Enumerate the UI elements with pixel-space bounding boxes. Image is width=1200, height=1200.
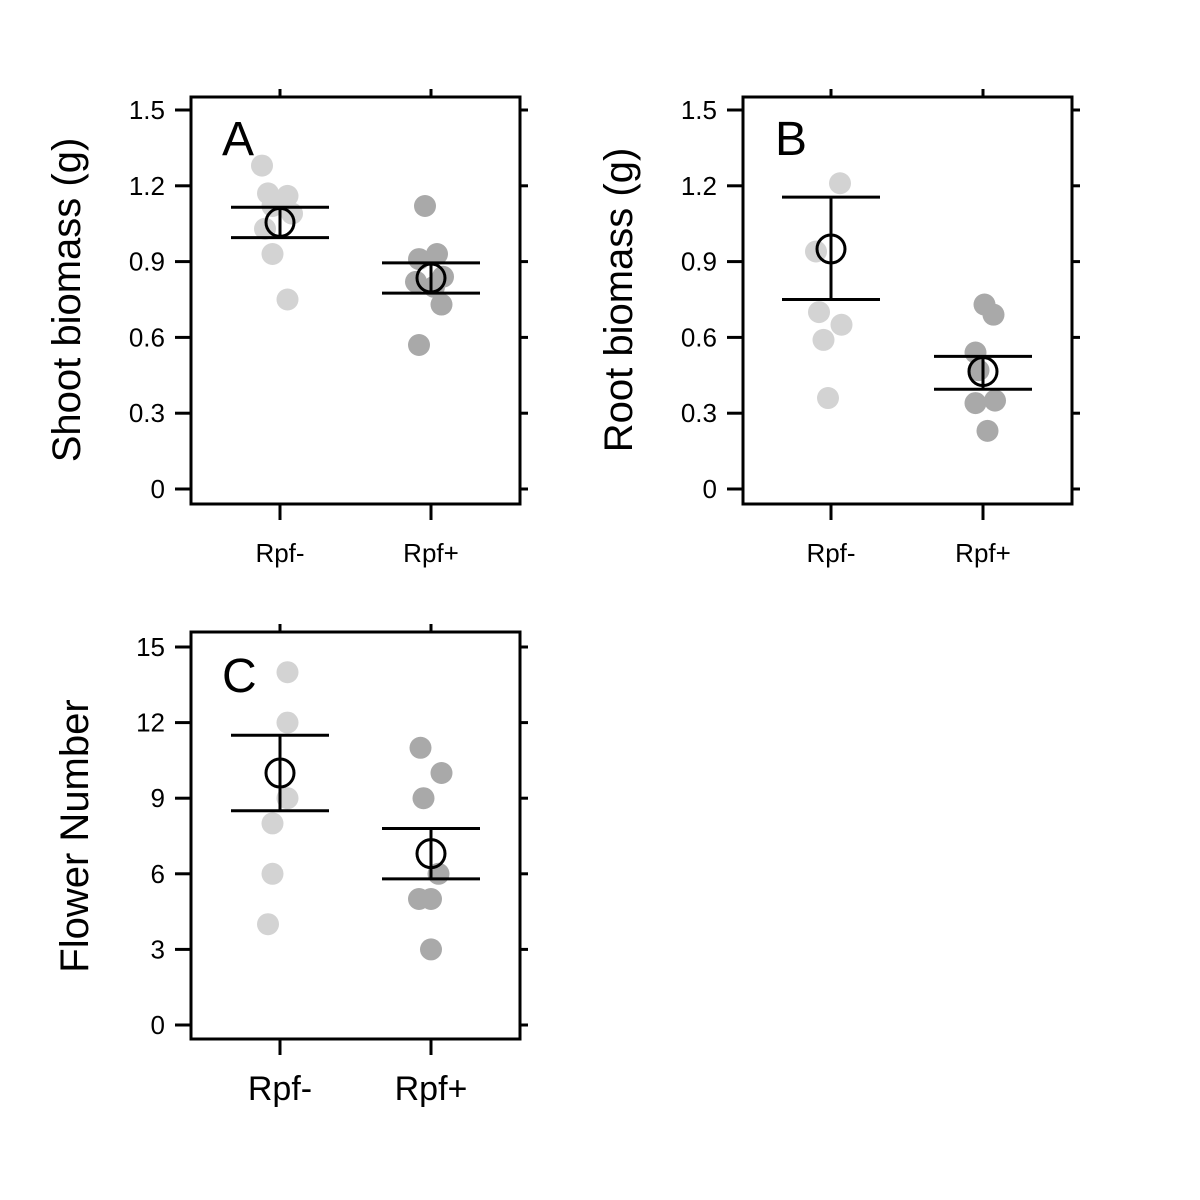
y-tick-label: 0 bbox=[151, 1010, 165, 1040]
panel-a-letter: A bbox=[222, 113, 254, 166]
mean-marker bbox=[264, 757, 296, 789]
panel-c-xtick-label-rpf-minus: Rpf- bbox=[248, 1070, 312, 1108]
data-point bbox=[817, 387, 839, 410]
y-tick-label: 0.3 bbox=[129, 398, 165, 428]
mean-marker bbox=[264, 206, 296, 238]
mean-marker bbox=[815, 233, 847, 265]
data-point bbox=[408, 248, 430, 271]
data-point bbox=[829, 172, 851, 195]
panel-c-ticks: 0 3 6 9 12 15 bbox=[136, 624, 528, 1055]
panel-a-frame bbox=[189, 95, 522, 506]
y-tick-label: 15 bbox=[136, 632, 165, 662]
data-point bbox=[420, 888, 442, 910]
panel-b-xtick-label-rpf-plus: Rpf+ bbox=[955, 538, 1011, 568]
y-tick-label: 1.5 bbox=[681, 95, 717, 125]
y-tick-label: 0.6 bbox=[681, 322, 717, 352]
data-point bbox=[430, 762, 453, 784]
data-point bbox=[276, 711, 299, 734]
data-point bbox=[261, 812, 284, 835]
data-point bbox=[409, 736, 432, 759]
panel-a-xtick-label-rpf-plus: Rpf+ bbox=[403, 538, 459, 568]
y-tick-label: 6 bbox=[151, 859, 165, 889]
y-tick-label: 9 bbox=[151, 783, 165, 813]
panel-a: 0 0.3 0.6 0.9 1.2 1.5 A Shoot biomass (g) Rpf… bbox=[45, 89, 528, 568]
panel-b-frame bbox=[741, 95, 1074, 506]
data-point bbox=[257, 913, 279, 936]
y-tick-label: 1.5 bbox=[129, 95, 165, 125]
data-point bbox=[276, 661, 299, 684]
panel-c-frame bbox=[189, 630, 522, 1041]
panel-b: 0 0.3 0.6 0.9 1.2 1.5 B Root biomass (g) Rpf-… bbox=[597, 89, 1080, 568]
panel-a-xtick-label-rpf-minus: Rpf- bbox=[255, 538, 304, 568]
y-tick-label: 1.2 bbox=[129, 171, 165, 201]
data-point bbox=[251, 154, 273, 177]
data-point bbox=[261, 243, 284, 266]
y-tick-label: 0.6 bbox=[129, 322, 165, 352]
y-tick-label: 0 bbox=[703, 474, 717, 504]
y-tick-label: 0.3 bbox=[681, 398, 717, 428]
data-point bbox=[808, 301, 830, 324]
panel-c-letter: C bbox=[222, 650, 257, 703]
data-point bbox=[976, 419, 999, 442]
panel-b-xtick-label-rpf-minus: Rpf- bbox=[806, 538, 855, 568]
data-point bbox=[964, 392, 987, 415]
y-tick-label: 1.2 bbox=[681, 171, 717, 201]
data-point bbox=[276, 787, 299, 810]
panel-b-ticks: 0 0.3 0.6 0.9 1.2 1.5 bbox=[681, 89, 1080, 520]
y-tick-label: 12 bbox=[136, 708, 165, 738]
mean-marker bbox=[415, 262, 447, 294]
data-point bbox=[430, 293, 453, 316]
y-tick-label: 3 bbox=[151, 934, 165, 964]
mean-marker bbox=[415, 838, 447, 870]
data-point bbox=[984, 389, 1006, 412]
y-tick-label: 0.9 bbox=[129, 247, 165, 277]
data-point bbox=[408, 333, 430, 356]
panel-c-xtick-label-rpf-plus: Rpf+ bbox=[395, 1070, 468, 1108]
data-point bbox=[412, 787, 435, 810]
data-point bbox=[414, 195, 436, 218]
mean-marker bbox=[967, 356, 999, 388]
data-point bbox=[426, 243, 448, 266]
panel-a-marks bbox=[231, 154, 480, 356]
panel-c: 0 3 6 9 12 15 C Flower Number Rpf- Rpf+ bbox=[53, 624, 528, 1108]
data-point bbox=[261, 862, 284, 885]
data-point bbox=[812, 328, 835, 351]
data-point bbox=[420, 938, 442, 961]
data-point bbox=[830, 313, 853, 336]
panel-c-marks bbox=[231, 661, 480, 961]
panel-a-ylabel: Shoot biomass (g) bbox=[45, 138, 89, 463]
data-point bbox=[982, 303, 1005, 326]
panel-b-marks bbox=[782, 172, 1032, 442]
panel-b-ylabel: Root biomass (g) bbox=[597, 148, 641, 453]
data-point bbox=[276, 288, 299, 311]
y-tick-label: 0 bbox=[151, 474, 165, 504]
panel-b-letter: B bbox=[775, 113, 807, 166]
panel-a-ticks: 0 0.3 0.6 0.9 1.2 1.5 bbox=[129, 89, 528, 520]
panel-c-ylabel: Flower Number bbox=[53, 699, 97, 972]
y-tick-label: 0.9 bbox=[681, 247, 717, 277]
